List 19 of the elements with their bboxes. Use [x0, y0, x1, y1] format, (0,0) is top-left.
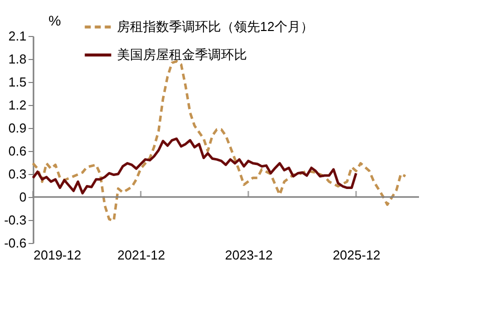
x-tick-label: 2021-12 [117, 248, 166, 262]
legend-label: 美国房屋租金季调环比 [117, 47, 247, 62]
x-tick-label: 2025-12 [332, 248, 380, 262]
y-tick-label: 1.5 [8, 74, 26, 90]
y-tick-label: 1.8 [8, 52, 26, 66]
x-tick-label: 2023-12 [224, 248, 273, 262]
y-axis-title: % [48, 12, 61, 28]
y-tick-label: 0.9 [8, 120, 26, 136]
y-tick-label: 1.2 [8, 98, 26, 112]
y-tick-label: 0.3 [8, 166, 26, 182]
legend-label: 房租指数季调环比（领先12个月） [117, 19, 314, 34]
line-series [32, 60, 407, 222]
y-tick-label: -0.3 [4, 212, 26, 228]
y-tick-label: 0 [19, 190, 26, 204]
y-tick-label: 0.6 [8, 144, 26, 158]
x-tick-label: 2019-12 [34, 248, 82, 262]
line-series [32, 137, 358, 194]
y-tick-label: 2.1 [8, 28, 26, 44]
y-tick-label: -0.6 [4, 236, 26, 250]
